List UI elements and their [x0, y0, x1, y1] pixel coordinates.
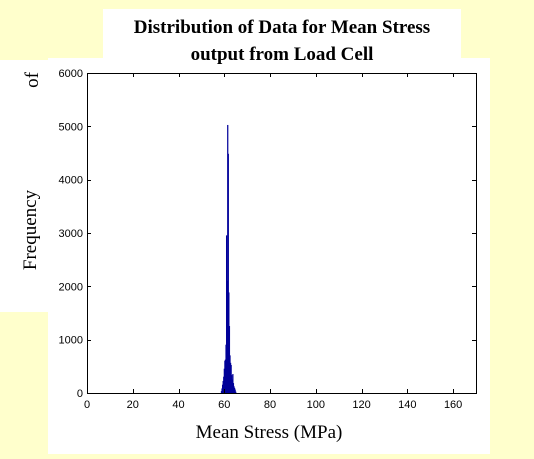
- x-tick-label: 60: [218, 399, 230, 411]
- y-tick-label: 2000: [59, 281, 83, 293]
- chart-title-line-2: output from Load Cell: [190, 44, 374, 65]
- y-tick-label: 0: [77, 388, 83, 400]
- y-tick-label: 6000: [59, 68, 83, 80]
- x-tick-label: 100: [307, 399, 325, 411]
- chart-title-line-1: Distribution of Data for Mean Stress: [133, 17, 431, 38]
- ylabel-panel: [0, 60, 48, 312]
- plot-panel: [48, 58, 490, 420]
- y-tick-label: 1000: [59, 335, 83, 347]
- y-ticks-group: 0 1000 2000 3000 4000 5000 6000: [59, 68, 476, 400]
- x-tick-label: 40: [172, 399, 184, 411]
- x-tick-label: 20: [127, 399, 139, 411]
- histogram-bar: [235, 391, 237, 394]
- axes-box: [87, 73, 477, 394]
- chart-title: Distribution of Data for Mean Stress out…: [103, 14, 461, 68]
- x-tick-label: 80: [264, 399, 276, 411]
- x-tick-label: 140: [398, 399, 416, 411]
- y-tick-label: 5000: [59, 121, 83, 133]
- y-tick-label: 3000: [59, 228, 83, 240]
- x-tick-label: 0: [84, 399, 90, 411]
- bars-group: [220, 124, 237, 394]
- x-axis-label: Mean Stress (MPa): [195, 422, 343, 443]
- x-tick-label: 160: [444, 399, 462, 411]
- y-tick-label: 4000: [59, 175, 83, 187]
- x-ticks-group: 0 20 40 60 80 100 120 140 160: [84, 73, 462, 411]
- xlabel-panel: [48, 418, 490, 454]
- x-tick-label: 120: [352, 399, 370, 411]
